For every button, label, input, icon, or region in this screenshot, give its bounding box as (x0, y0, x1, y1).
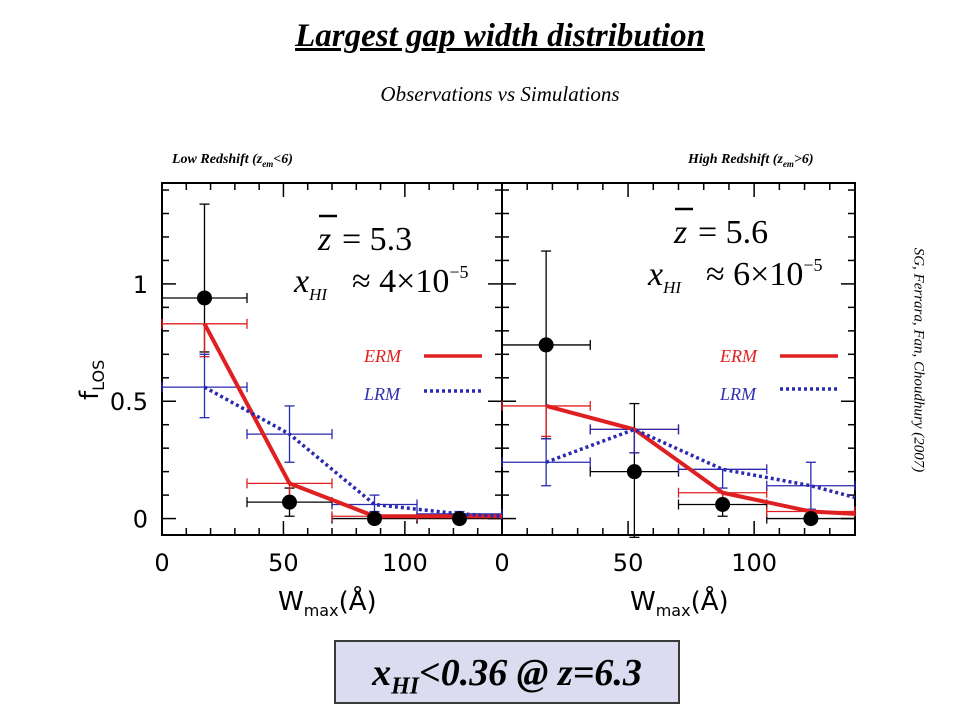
svg-text:= 5.6: = 5.6 (698, 214, 768, 251)
error-bars (161, 203, 856, 538)
svg-text:z: z (673, 214, 687, 251)
svg-text:≈ 6×10−5: ≈ 6×10−5 (706, 255, 823, 293)
legend-lrm-label: LRM (363, 384, 401, 404)
svg-text:≈ 4×10−5: ≈ 4×10−5 (352, 262, 469, 300)
x-tick-label: 100 (382, 549, 428, 577)
lrm-series-line (203, 385, 503, 518)
observation-point (197, 290, 212, 306)
legend-erm-label: ERM (719, 346, 758, 366)
y-tick-label: 0.5 (110, 388, 148, 416)
right-x-axis-label: Wmax(Å) (630, 585, 729, 620)
observation-point (715, 496, 731, 512)
x-tick-label: 50 (268, 549, 299, 577)
observation-point (626, 464, 642, 480)
svg-text:z: z (317, 221, 331, 258)
legend-lrm-label: LRM (719, 384, 757, 404)
x-tick-label: 100 (731, 549, 777, 577)
y-tick-label: 1 (133, 271, 148, 299)
axis-ticks (161, 183, 856, 535)
y-axis-label: fLOS (75, 360, 108, 400)
erm-series-line (545, 404, 856, 516)
page-subtitle: Observations vs Simulations (380, 82, 620, 106)
observation-point (452, 511, 467, 527)
svg-text:= 5.3: = 5.3 (342, 221, 412, 258)
observation-point (538, 337, 554, 353)
svg-text:xHI: xHI (293, 263, 328, 304)
observation-points (197, 290, 819, 527)
svg-text:xHI: xHI (647, 256, 682, 297)
x-tick-label: 50 (613, 549, 644, 577)
x-tick-label: 0 (494, 549, 509, 577)
model-lines (202, 322, 856, 519)
left-x-axis-label: Wmax(Å) (278, 585, 377, 620)
left-legend: ERM LRM (363, 346, 482, 404)
result-box: xHI<0.36 @ z=6.3 (334, 640, 680, 704)
right-legend: ERM LRM (719, 346, 838, 404)
page-title: Largest gap width distribution (295, 18, 705, 54)
observation-point (367, 511, 382, 527)
lrm-series-line (545, 427, 856, 500)
right-panel-title: High Redshift (zem>6) (688, 152, 814, 169)
x-tick-label: 0 (154, 549, 169, 577)
right-annotation: z = 5.6 xHI ≈ 6×10−5 (647, 207, 823, 297)
left-annotation: z = 5.3 xHI ≈ 4×10−5 (293, 214, 469, 304)
observation-point (282, 494, 297, 510)
y-tick-label: 0 (133, 506, 148, 534)
legend-erm-label: ERM (363, 346, 402, 366)
observation-point (803, 511, 819, 527)
left-panel-title: Low Redshift (zem<6) (172, 152, 293, 169)
